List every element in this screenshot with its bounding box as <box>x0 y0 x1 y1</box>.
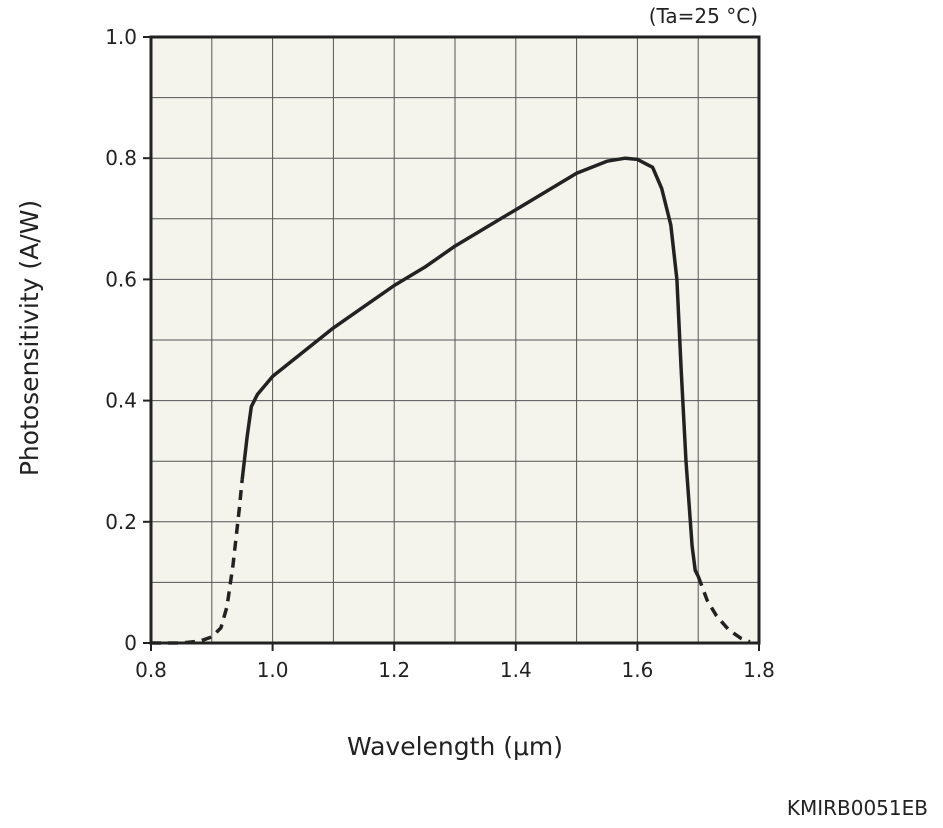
y-tick-label: 0.2 <box>105 510 137 534</box>
response-curve-solid-1 <box>240 156 700 578</box>
response-curve-dashed-2 <box>696 575 751 644</box>
y-tick-label: 0.6 <box>105 267 137 291</box>
y-tick-label: 1.0 <box>105 25 137 49</box>
document-code: KMIRB0051EB <box>787 796 928 820</box>
y-tick-label: 0.8 <box>105 146 137 170</box>
condition-label: (Ta=25 °C) <box>649 4 758 28</box>
y-axis-label: Photosensitivity (A/W) <box>15 200 44 476</box>
x-tick-label: 1.6 <box>621 658 653 682</box>
x-tick-label: 1.0 <box>257 658 289 682</box>
x-axis-ticks: 0.8 1.0 1.2 1.4 1.6 1.8 <box>135 643 775 682</box>
y-tick-label: 0 <box>124 631 137 655</box>
x-tick-label: 0.8 <box>135 658 167 682</box>
y-axis-ticks: 0 0.2 0.4 0.6 0.8 1.0 <box>105 25 151 655</box>
x-tick-label: 1.8 <box>743 658 775 682</box>
x-tick-label: 1.4 <box>500 658 532 682</box>
x-axis-label: Wavelength (μm) <box>347 732 563 761</box>
plot-frame <box>149 35 761 645</box>
x-tick-label: 1.2 <box>378 658 410 682</box>
grid <box>151 37 759 643</box>
y-tick-label: 0.4 <box>105 389 137 413</box>
